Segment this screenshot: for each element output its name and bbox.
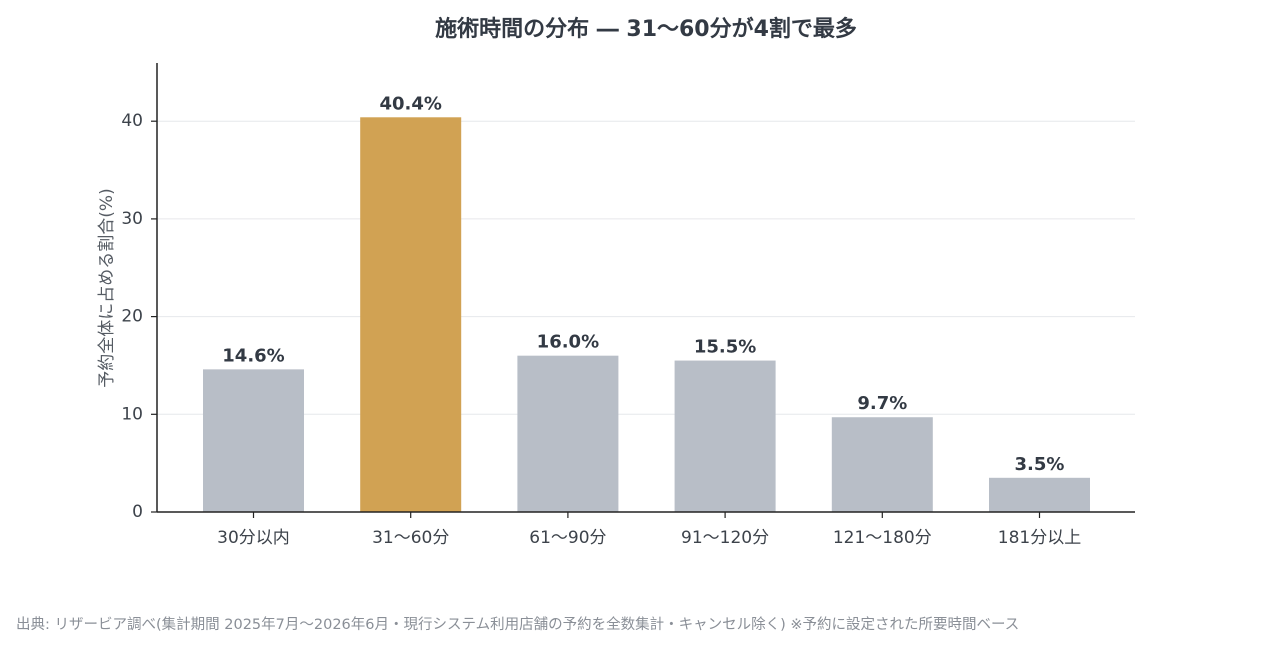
y-tick-label: 40 bbox=[121, 111, 143, 131]
bars bbox=[203, 117, 1090, 513]
y-tick-label: 0 bbox=[132, 502, 143, 522]
x-tick-label: 61〜90分 bbox=[529, 528, 606, 548]
bar-value-label: 3.5% bbox=[1015, 454, 1065, 475]
y-axis-label: 予約全体に占める割合(%) bbox=[97, 188, 117, 387]
x-tick-label: 30分以内 bbox=[217, 528, 290, 548]
y-ticks: 0 10 20 30 40 bbox=[121, 111, 157, 522]
bar-value-label: 9.7% bbox=[857, 393, 907, 414]
y-tick-label: 10 bbox=[121, 404, 143, 424]
x-tick-label: 181分以上 bbox=[998, 528, 1081, 548]
chart-title: 施術時間の分布 ― 31〜60分が4割で最多 bbox=[435, 17, 857, 42]
bar bbox=[360, 117, 462, 513]
y-tick-label: 30 bbox=[121, 209, 143, 229]
bar bbox=[989, 477, 1090, 512]
bar-value-label: 15.5% bbox=[694, 337, 756, 358]
bar-value-label: 14.6% bbox=[222, 345, 284, 366]
x-tick-label: 91〜120分 bbox=[681, 528, 769, 548]
y-tick-label: 20 bbox=[121, 307, 143, 327]
bar bbox=[831, 417, 933, 512]
bar-value-label: 16.0% bbox=[537, 332, 599, 353]
x-tick-label: 31〜60分 bbox=[372, 528, 449, 548]
source-note: 出典: リザービア調べ(集計期間 2025年7月〜2026年6月・現行システム利… bbox=[16, 617, 1020, 633]
gridlines bbox=[157, 120, 1135, 415]
x-ticks: 30分以内 31〜60分 61〜90分 91〜120分 121〜180分 181分以上 bbox=[217, 512, 1081, 548]
bar bbox=[674, 360, 776, 512]
axes bbox=[156, 63, 1135, 513]
bar bbox=[517, 355, 619, 512]
bar-value-label: 40.4% bbox=[379, 93, 441, 114]
x-tick-label: 121〜180分 bbox=[833, 528, 932, 548]
value-labels: 14.6% 40.4% 16.0% 15.5% 9.7% 3.5% bbox=[222, 93, 1064, 475]
bar bbox=[203, 369, 304, 512]
